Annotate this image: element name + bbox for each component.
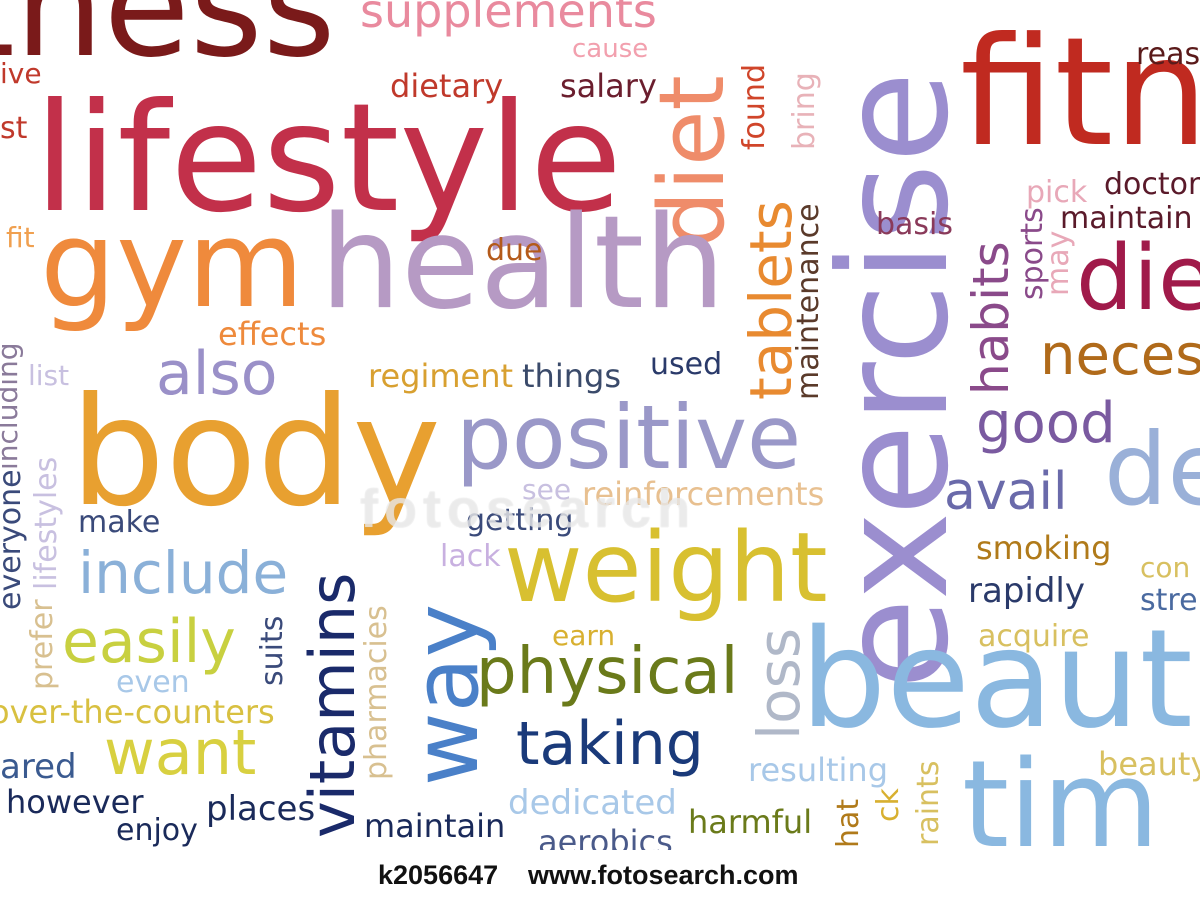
word-cloud: tness supplements ive cause dietary sala… [0,0,1200,850]
word-rapidly: rapidly [968,571,1085,611]
word-everyone: everyone [0,469,28,610]
word-reas: reas [1136,37,1200,72]
word-pick: pick [1026,175,1088,210]
word-doctor: doctor [1104,167,1200,202]
word-acquire: acquire [978,619,1090,654]
word-pharmacies: pharmacies [359,605,394,780]
word-used: used [650,347,723,382]
word-tim: tim [962,736,1160,851]
word-prefer: prefer [25,599,60,690]
word-harmful: harmful [688,803,813,841]
word-de: de [1104,411,1200,528]
word-fit: fit [6,221,35,254]
word-ck: ck [871,788,906,822]
word-weight: weight [504,512,828,624]
word-earn: earn [552,619,616,652]
word-dedicated: dedicated [508,783,677,823]
word-things: things [522,357,621,395]
footer-bar: k2056647 www.fotosearch.com [0,850,1200,900]
word-health: health [320,189,726,338]
word-gym: gym [40,196,305,335]
word-due: due [486,233,543,268]
word-stre: stre [1140,583,1198,618]
word-positive: positive [456,386,802,489]
word-beauti: beauti [800,601,1200,759]
word-aerobics: aerobics [538,823,673,850]
word-neces: neces [1040,323,1200,388]
word-raints: raints [911,760,946,846]
word-enjoy: enjoy [116,813,198,848]
watermark: fotosearch [360,479,697,539]
word-con: con [1140,551,1191,584]
word-fitness: tness [0,0,336,89]
word-good: good [976,391,1116,456]
word-over-the-counters: over-the-counters [0,693,275,731]
word-ared: ared [0,747,77,787]
word-body: body [70,366,441,540]
word-maintain-bottom: maintain [364,807,506,845]
word-physical: physical [476,635,739,709]
word-maintain-right: maintain [1060,201,1193,236]
word-maintenance: maintenance [791,203,826,400]
word-places: places [206,789,316,829]
word-ive: ive [0,57,42,90]
word-hat: hat [831,798,866,848]
word-lifestyles: lifestyles [29,456,64,590]
word-exercise: exercise [808,70,982,690]
word-regiment: regiment [368,357,514,395]
word-smoking: smoking [976,529,1112,567]
site-url[interactable]: www.fotosearch.com [528,860,799,890]
word-dietary: dietary [390,67,504,105]
word-including: including [0,342,24,470]
word-may: may [1041,230,1076,296]
word-however: however [6,783,144,821]
word-supplements: supplements [360,0,657,38]
word-taking: taking [516,709,704,779]
word-effects: effects [218,315,327,353]
word-basis: basis [876,207,954,242]
word-lack: lack [440,539,501,574]
word-include: include [78,539,289,607]
word-found: found [737,64,772,150]
word-see: see [522,473,572,506]
word-salary: salary [560,67,657,105]
word-lifestyle: lifestyle [34,72,623,246]
word-getting: getting [466,503,574,538]
image-code: k2056647 [378,860,499,890]
word-suits: suits [255,615,290,686]
word-make: make [78,505,161,540]
word-resulting: resulting [748,751,889,789]
word-die: die [1076,226,1200,331]
word-even: even [116,665,190,700]
word-beauty: beauty [1098,745,1200,783]
word-st: st [0,111,28,146]
word-list: list [28,359,70,392]
word-reinforcements: reinforcements [582,475,825,513]
word-cause: cause [572,34,649,64]
word-habits: habits [962,241,1020,395]
word-want: want [104,716,257,789]
word-fitn: fitn [960,6,1200,180]
word-easily: easily [62,607,236,677]
word-avail: avail [944,462,1068,522]
word-also: also [156,339,278,409]
